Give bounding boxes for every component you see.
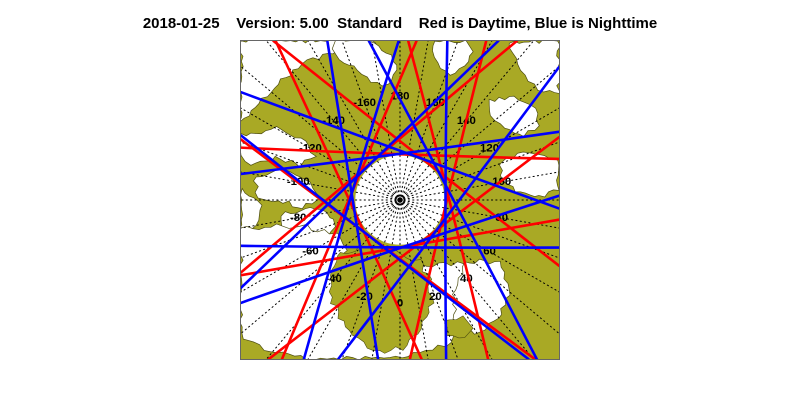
svg-text:-20: -20 (356, 291, 373, 303)
svg-text:20: 20 (429, 291, 442, 303)
svg-text:-120: -120 (299, 142, 322, 154)
